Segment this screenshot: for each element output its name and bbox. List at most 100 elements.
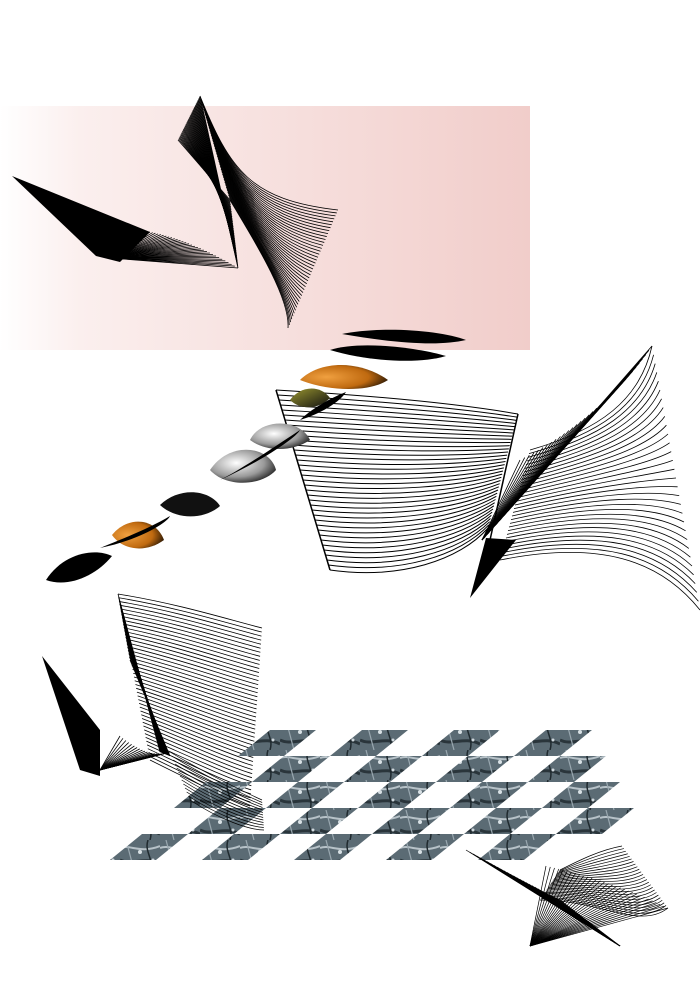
surface-line [296, 457, 507, 466]
surface-line [529, 907, 669, 947]
surface-line [542, 895, 663, 909]
surface-line [218, 160, 307, 285]
surface-line [308, 483, 500, 504]
surface-line [138, 699, 255, 742]
surface-line [540, 898, 667, 914]
surface-line [221, 171, 303, 296]
surface-line [183, 783, 264, 821]
surface-line [322, 511, 493, 549]
surface-line [554, 861, 634, 878]
surface-line [225, 186, 295, 314]
surface-line [173, 759, 263, 806]
surface-line [521, 416, 666, 480]
surface-line [295, 454, 508, 461]
surface-line [119, 601, 262, 637]
surface-line [325, 518, 491, 559]
surface-line [176, 767, 263, 811]
surface-line [529, 893, 637, 947]
surface-line [529, 874, 580, 947]
surface-line [526, 372, 658, 462]
checker-tile [280, 808, 358, 834]
surface-line [181, 779, 264, 818]
surface-line [219, 163, 306, 288]
surface-line [554, 863, 636, 880]
surface-line [135, 684, 256, 726]
surface-line [545, 889, 655, 898]
surface-line [289, 434, 511, 444]
surface-line [543, 894, 661, 906]
surface-line [481, 459, 521, 541]
surface-line [124, 627, 260, 665]
surface-line [529, 903, 661, 947]
surface-line [552, 868, 640, 882]
surface-line [320, 508, 494, 544]
ribbon-surface-top-left [12, 95, 339, 329]
surface-line [137, 695, 255, 738]
surface-line [188, 795, 264, 828]
surface-line [549, 876, 646, 886]
surface-line [298, 461, 506, 470]
surface-line [133, 672, 257, 714]
surface-line [229, 199, 289, 329]
surface-line [228, 194, 291, 323]
surface-line [148, 752, 251, 799]
surface-line [220, 168, 304, 293]
surface-line [283, 414, 514, 431]
line-sheet-center [275, 389, 519, 574]
surface-line [136, 687, 256, 730]
surface-line [529, 879, 597, 947]
checker-tile [464, 808, 542, 834]
surface-line [134, 680, 256, 722]
surface-line [120, 604, 262, 641]
surface-line [138, 703, 255, 746]
surface-line [139, 706, 254, 750]
surface-line [123, 620, 261, 657]
surface-line [499, 551, 700, 611]
surface-line [304, 473, 503, 489]
surface-line [507, 518, 688, 540]
ribbon-surface-bottom-left [42, 593, 263, 807]
surface-line [227, 191, 293, 320]
surface-line [169, 751, 263, 801]
surface-line [539, 899, 669, 917]
surface-line [549, 879, 648, 887]
surface-line [529, 870, 568, 947]
surface-line [216, 153, 311, 276]
checker-tile [386, 834, 464, 860]
surface-line [136, 691, 256, 734]
surface-line [524, 389, 661, 469]
surface-line [117, 593, 263, 629]
surface-line [122, 616, 261, 653]
surface-line [302, 470, 504, 485]
surface-line [548, 881, 650, 890]
surface-line [323, 514, 492, 554]
surface-line [506, 522, 690, 549]
checker-tile [294, 834, 372, 860]
surface-line [286, 424, 513, 437]
surface-line [529, 865, 547, 947]
surface-line [500, 547, 699, 602]
surface-line [99, 744, 132, 771]
checker-tile [514, 730, 592, 756]
checker-tile [110, 834, 188, 860]
surface-line [129, 653, 258, 694]
surface-line [544, 893, 659, 903]
surface-line [511, 498, 681, 517]
surface-line [529, 889, 625, 947]
surface-line [311, 489, 499, 514]
surface-line [216, 155, 310, 279]
surface-line [525, 381, 659, 466]
surface-line [317, 502, 495, 534]
surface-line [529, 871, 572, 947]
surface-line [547, 884, 651, 893]
checker-tile [556, 808, 634, 834]
checker-tile [528, 756, 606, 782]
surface-line [529, 345, 653, 451]
checker-tile [542, 782, 620, 808]
surface-line [171, 755, 263, 803]
surface-line [529, 900, 653, 947]
surface-line [550, 874, 644, 885]
surface-line [505, 527, 691, 558]
surface-line [275, 389, 331, 571]
